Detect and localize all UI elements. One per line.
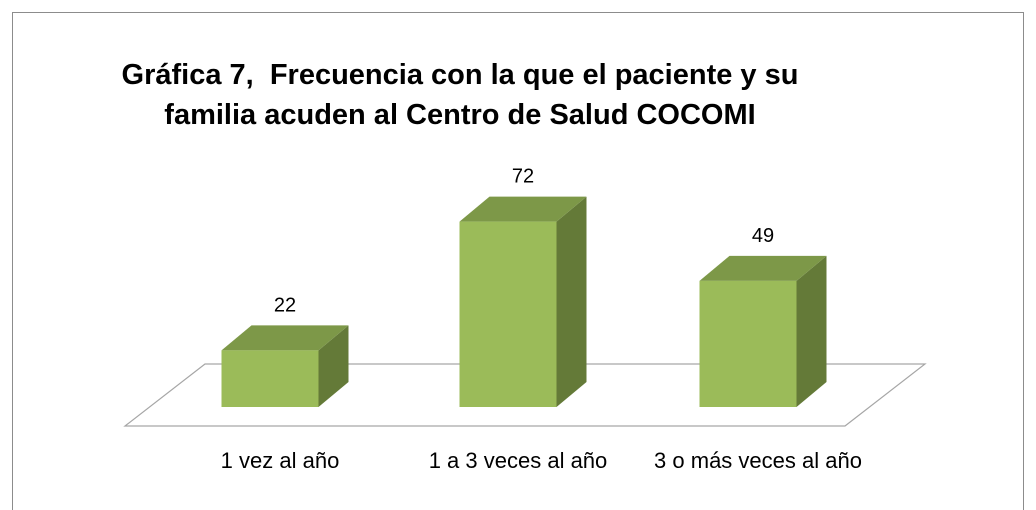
title-box: Gráfica 7, Frecuencia con la que el paci… <box>121 59 807 131</box>
bar-top <box>221 325 349 351</box>
x-tick-label: 1 vez al año <box>220 448 340 473</box>
bar <box>221 350 319 407</box>
x-tick-label: 3 o más veces al año <box>654 448 862 473</box>
chart-title: Gráfica 7, Frecuencia con la que el paci… <box>121 59 807 131</box>
bar <box>459 221 557 407</box>
bar <box>699 280 797 407</box>
x-tick-label: 1 a 3 veces al año <box>428 448 608 473</box>
bar-top <box>699 255 827 281</box>
bar-side <box>796 255 827 407</box>
data-label: 72 <box>512 166 534 188</box>
floor <box>123 363 927 427</box>
bar-side <box>318 325 349 407</box>
data-label: 49 <box>752 225 774 247</box>
bar-side <box>556 196 587 407</box>
bar-top <box>459 196 587 222</box>
data-label: 22 <box>274 294 296 316</box>
